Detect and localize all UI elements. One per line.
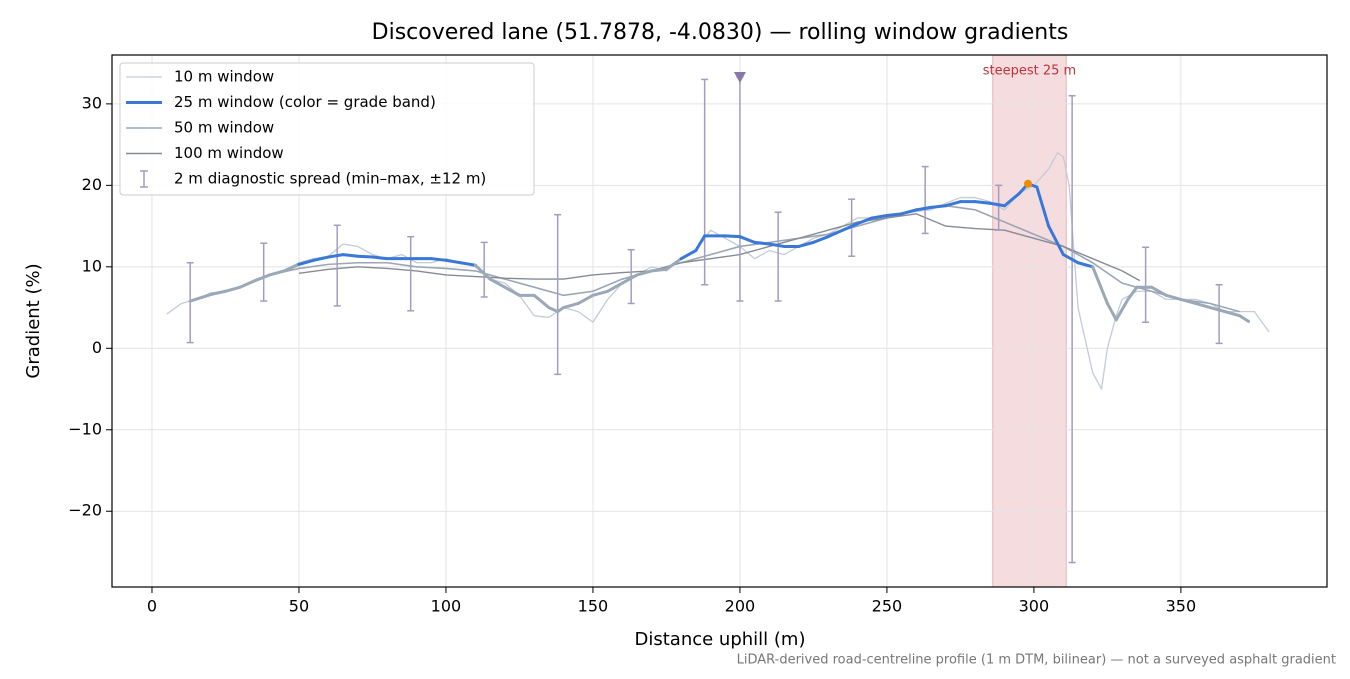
line-segment (1208, 306, 1227, 314)
line-segment (841, 222, 860, 232)
line-segment (973, 200, 992, 205)
x-tick-label: 350 (1166, 597, 1197, 616)
line-segment (664, 257, 683, 271)
line-segment (1105, 301, 1118, 322)
line-segment (753, 240, 771, 246)
y-tick-label: 0 (92, 338, 102, 357)
line-segment (370, 255, 389, 261)
line-segment (870, 213, 889, 220)
line-segment (238, 279, 257, 289)
marker (1024, 179, 1033, 188)
line-segment (562, 301, 580, 310)
x-tick-label: 150 (578, 597, 609, 616)
legend: 10 m window 25 m window (color = grade ba… (119, 62, 535, 196)
line-segment (223, 285, 242, 293)
line-segment (738, 235, 757, 244)
legend-box (119, 62, 535, 196)
line-segment (767, 242, 786, 248)
line-segment (1091, 265, 1109, 305)
line-segment (679, 249, 698, 261)
line-segment (312, 255, 330, 262)
marker (733, 71, 746, 83)
legend-label: 2 m diagnostic spread (min–max, ±12 m) (174, 170, 486, 188)
line-segment (723, 234, 742, 239)
line-segment (473, 263, 492, 281)
line-segment (1035, 185, 1051, 228)
line-segment (576, 293, 595, 305)
y-tick-label: 10 (82, 256, 102, 275)
line-segment (856, 216, 874, 226)
line-segment (988, 201, 1007, 208)
x-tick-label: 250 (872, 597, 903, 616)
line-segment (488, 277, 507, 289)
line-segment (1223, 310, 1242, 318)
legend-label: 50 m window (174, 119, 274, 137)
line-segment (297, 258, 316, 266)
line-segment (1238, 314, 1251, 323)
line-segment (1194, 301, 1212, 310)
line-segment (1003, 191, 1021, 208)
line-segment (268, 269, 286, 277)
line-segment (188, 293, 213, 303)
line-segment (885, 212, 904, 217)
line-segment (459, 261, 477, 267)
line-segment (547, 306, 560, 314)
x-tick-label: 0 (147, 597, 157, 616)
y-tick-label: −20 (68, 501, 102, 520)
legend-label: 10 m window (174, 68, 274, 86)
line-segment (929, 204, 948, 209)
line-segment (591, 289, 610, 297)
legend-label: 25 m window (color = grade band) (174, 93, 436, 111)
line-segment (650, 267, 668, 273)
line-segment (1179, 297, 1198, 305)
line-segment (341, 253, 360, 258)
x-tick-label: 200 (725, 597, 756, 616)
line-segment (1076, 261, 1095, 269)
line-segment (900, 208, 918, 216)
x-tick-label: 50 (289, 597, 309, 616)
line-segment (326, 253, 345, 259)
line-segment (944, 200, 962, 208)
plot-frame (111, 54, 1328, 588)
line-segment (635, 269, 654, 277)
x-axis-label: Distance uphill (m) (635, 629, 806, 650)
y-tick-label: −10 (68, 419, 102, 438)
line-segment (797, 240, 815, 248)
line-segment (282, 262, 301, 273)
span-label: steepest 25 m (983, 64, 1076, 79)
line-segment (532, 293, 551, 310)
chart-title: Discovered lane (51.7878, -4.0830) — rol… (372, 20, 1069, 45)
line-segment (1114, 297, 1130, 322)
line-segment (444, 258, 463, 265)
line-segment (1164, 293, 1183, 301)
line-segment (1061, 253, 1080, 265)
line-segment (1126, 285, 1139, 301)
line-segment (811, 235, 830, 244)
line (298, 213, 1141, 282)
highlight-span (992, 54, 1067, 588)
y-tick-label: 20 (82, 175, 102, 194)
x-tick-label: 100 (431, 597, 462, 616)
y-tick-label: 30 (82, 93, 102, 112)
line-segment (253, 273, 272, 283)
line-segment (694, 234, 707, 253)
line-segment (914, 205, 933, 212)
line-segment (1047, 224, 1065, 257)
line-segment (209, 289, 227, 297)
line-segment (826, 228, 845, 239)
line-segment (606, 281, 624, 293)
line-segment (1149, 285, 1168, 297)
line-segment (503, 285, 521, 297)
legend-label: 100 m window (174, 144, 284, 162)
line-segment (620, 273, 639, 285)
line-segment (356, 254, 374, 259)
y-axis-label: Gradient (%) (23, 263, 44, 378)
line-segment (429, 257, 448, 262)
x-tick-label: 300 (1019, 597, 1050, 616)
footnote: LiDAR-derived road-centreline profile (1… (737, 653, 1336, 668)
